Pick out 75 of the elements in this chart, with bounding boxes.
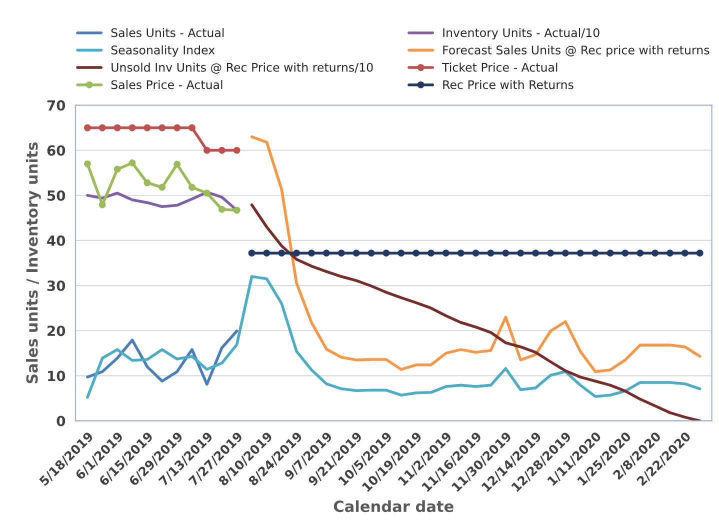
- point: [398, 250, 405, 257]
- point: [158, 184, 166, 191]
- point: [606, 250, 614, 257]
- point: [218, 206, 226, 213]
- point: [174, 160, 181, 168]
- y-tick-label: 60: [47, 145, 66, 156]
- line-series: [86, 330, 238, 386]
- point: [472, 250, 480, 257]
- legend-label: Rec Price with Returns: [443, 80, 574, 90]
- point: [666, 250, 674, 257]
- point: [592, 250, 599, 257]
- y-axis-title: Sales units / Inventory units: [26, 142, 41, 384]
- y-tick-label: 20: [48, 326, 66, 336]
- point: [681, 250, 688, 257]
- point: [652, 250, 659, 257]
- point: [442, 250, 450, 257]
- line-series: [250, 135, 702, 374]
- point: [576, 250, 584, 257]
- point: [352, 250, 360, 257]
- legend-label: Forecast Sales Units @ Rec price with returns: [443, 45, 710, 57]
- point: [517, 250, 524, 257]
- point: [158, 124, 166, 132]
- point: [293, 250, 300, 257]
- y-tick-label: 40: [47, 235, 66, 246]
- point: [114, 166, 121, 173]
- point: [368, 250, 375, 257]
- point: [233, 206, 240, 214]
- point: [174, 124, 181, 132]
- y-tick-label: 30: [47, 280, 66, 292]
- point: [233, 146, 240, 154]
- point: [412, 250, 420, 257]
- legend-label: Ticket Price - Actual: [442, 62, 558, 72]
- point: [218, 146, 226, 154]
- point: [562, 250, 569, 257]
- point: [502, 250, 510, 257]
- line-series: [250, 203, 702, 421]
- point: [203, 190, 210, 197]
- legend-label: Unsold Inv Units @ Rec Price with returns/10: [112, 62, 373, 74]
- y-tick-label: 70: [47, 100, 66, 111]
- y-tick-label: 0: [56, 416, 66, 426]
- point: [114, 124, 121, 132]
- legend-label: Sales Units - Actual: [111, 28, 224, 38]
- point: [532, 250, 540, 257]
- point: [308, 250, 315, 257]
- point: [382, 250, 390, 257]
- point: [98, 124, 106, 132]
- line-series: [86, 275, 702, 399]
- x-axis-title: Calendar date: [334, 500, 454, 512]
- point: [84, 124, 91, 132]
- point: [547, 250, 554, 257]
- point: [128, 124, 136, 132]
- point: [144, 124, 151, 132]
- point: [322, 250, 330, 257]
- point: [188, 184, 196, 191]
- point: [696, 250, 704, 257]
- point: [622, 250, 629, 257]
- legend-label: Seasonality Index: [111, 45, 215, 57]
- legend-label: Inventory Units - Actual/10: [443, 28, 600, 40]
- point: [278, 250, 286, 257]
- y-tick-label: 10: [48, 370, 66, 382]
- point: [203, 146, 210, 154]
- legend-label: Sales Price - Actual: [111, 80, 222, 90]
- point: [188, 124, 196, 132]
- point: [457, 250, 464, 257]
- point: [248, 250, 256, 257]
- point: [338, 250, 345, 257]
- point: [84, 160, 91, 168]
- point: [428, 250, 434, 257]
- point: [128, 159, 136, 166]
- point: [263, 250, 270, 257]
- y-tick-label: 50: [48, 190, 66, 201]
- point: [98, 201, 106, 208]
- point: [487, 250, 494, 257]
- point: [144, 179, 151, 186]
- point: [636, 250, 644, 257]
